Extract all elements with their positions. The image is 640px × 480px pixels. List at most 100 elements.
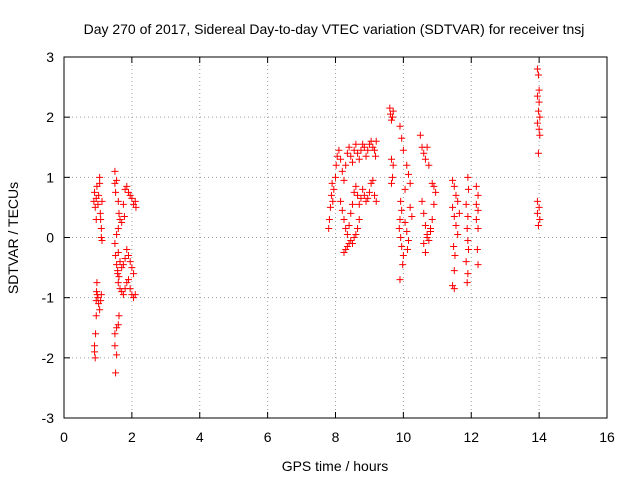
data-point — [397, 234, 405, 241]
data-point — [398, 206, 406, 214]
data-point — [463, 279, 471, 287]
data-point — [91, 188, 99, 196]
data-point — [114, 267, 122, 275]
data-point — [454, 197, 462, 205]
data-point — [360, 191, 368, 199]
x-tick-label: 2 — [128, 429, 136, 445]
data-point — [369, 143, 377, 151]
data-point — [112, 369, 120, 377]
data-point — [116, 258, 124, 266]
data-point — [342, 161, 350, 169]
data-point — [416, 131, 424, 139]
data-point — [399, 146, 407, 154]
data-point — [430, 200, 438, 208]
data-point — [418, 197, 426, 205]
data-point — [120, 212, 128, 220]
data-point — [355, 200, 363, 208]
data-point — [534, 107, 542, 115]
data-point — [352, 182, 360, 190]
data-point — [114, 279, 122, 287]
data-point — [114, 249, 122, 257]
data-point — [347, 152, 355, 160]
data-point — [389, 161, 397, 169]
data-point — [123, 279, 131, 287]
data-point — [355, 215, 363, 223]
data-point — [115, 209, 123, 217]
data-point — [372, 137, 380, 145]
data-point — [464, 173, 472, 181]
data-point — [347, 209, 355, 217]
data-point — [91, 354, 99, 362]
data-point — [536, 131, 544, 139]
data-point — [340, 249, 348, 257]
data-point — [535, 86, 543, 94]
x-tick-label: 12 — [463, 429, 479, 445]
data-point — [121, 255, 129, 263]
data-point — [332, 161, 340, 169]
data-point — [114, 224, 122, 232]
data-point — [111, 342, 119, 350]
x-tick-label: 16 — [599, 429, 615, 445]
data-point — [462, 258, 470, 266]
data-point — [465, 185, 473, 193]
data-point — [362, 197, 370, 205]
data-point — [93, 279, 101, 287]
data-point — [330, 185, 338, 193]
data-point — [533, 209, 541, 217]
data-point — [131, 197, 139, 205]
data-point — [328, 179, 336, 187]
y-tick-label: 3 — [46, 49, 54, 65]
data-point — [113, 324, 121, 332]
data-point — [398, 243, 406, 251]
data-point — [387, 179, 395, 187]
data-point — [472, 182, 480, 190]
data-point — [340, 215, 348, 223]
data-point — [123, 246, 131, 254]
data-point — [371, 146, 379, 154]
data-point — [464, 212, 472, 220]
data-point — [333, 152, 341, 160]
data-point — [533, 92, 541, 100]
data-point — [396, 215, 404, 223]
data-point — [96, 306, 104, 314]
data-point — [401, 185, 409, 193]
data-point — [113, 176, 121, 184]
data-point — [397, 197, 405, 205]
data-point — [347, 237, 355, 245]
data-point — [345, 221, 353, 229]
data-point — [421, 221, 429, 229]
data-point — [474, 206, 482, 214]
data-point — [427, 227, 435, 235]
data-point — [454, 230, 462, 238]
data-point — [119, 291, 127, 299]
data-point — [534, 71, 542, 79]
data-point — [352, 230, 360, 238]
data-point — [131, 291, 139, 299]
data-point — [533, 119, 541, 127]
x-tick-label: 14 — [531, 429, 547, 445]
data-point — [533, 197, 541, 205]
data-point — [119, 200, 127, 208]
data-point — [126, 191, 134, 199]
data-point — [360, 143, 368, 151]
data-point — [474, 191, 482, 199]
data-point — [332, 173, 339, 181]
data-point — [124, 252, 132, 260]
data-point — [96, 179, 104, 187]
data-point — [449, 176, 457, 184]
data-point — [359, 140, 367, 148]
data-point — [421, 155, 429, 163]
data-point — [326, 203, 334, 211]
data-point — [354, 191, 362, 199]
data-point — [335, 146, 343, 154]
data-point — [348, 200, 356, 208]
data-points — [90, 65, 544, 377]
data-point — [91, 348, 99, 356]
data-point — [432, 188, 440, 196]
data-point — [98, 197, 106, 205]
data-point — [348, 158, 356, 166]
data-point — [92, 215, 100, 223]
data-point — [420, 209, 428, 217]
data-point — [389, 173, 397, 181]
data-point — [111, 179, 119, 187]
